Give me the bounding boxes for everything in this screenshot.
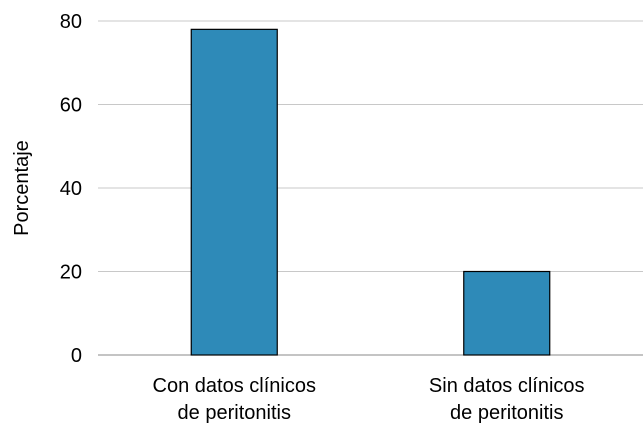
bar xyxy=(463,270,551,356)
y-tick-label: 80 xyxy=(60,11,82,33)
y-axis-ticks: 0 20 40 60 80 xyxy=(60,11,82,367)
x-tick-label: Con datos clínicos de peritonitis xyxy=(153,375,316,424)
bar xyxy=(190,28,278,356)
y-tick-label: 40 xyxy=(60,178,82,200)
y-tick-label: 0 xyxy=(71,345,82,367)
bars xyxy=(190,28,551,356)
gridlines xyxy=(98,20,643,356)
x-tick-label: Sin datos clínicos de peritonitis xyxy=(429,375,585,424)
y-tick-label: 20 xyxy=(60,262,82,284)
y-tick-label: 60 xyxy=(60,95,82,117)
x-axis-ticks: Con datos clínicos de peritonitis Sin dato… xyxy=(153,375,585,424)
y-axis-title: Porcentaje xyxy=(11,140,33,236)
